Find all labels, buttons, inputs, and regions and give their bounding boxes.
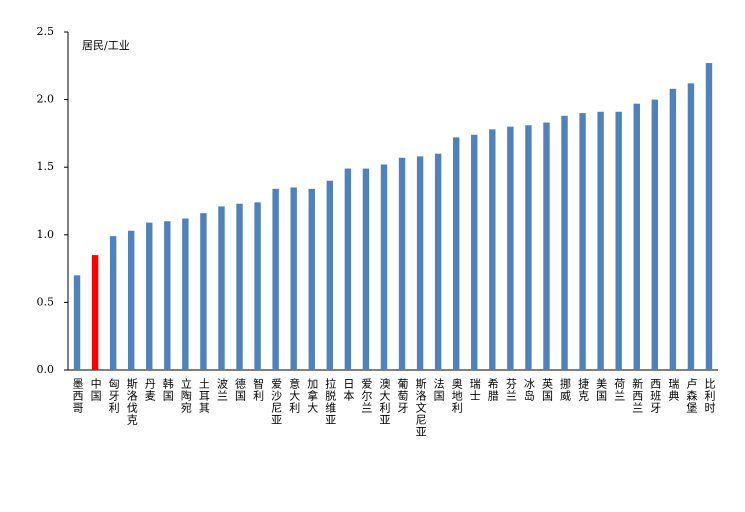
bar bbox=[91, 255, 99, 370]
x-tick-label: 冰岛 bbox=[522, 378, 535, 402]
bar bbox=[669, 88, 677, 370]
x-tick-label: 卢森堡 bbox=[685, 378, 698, 414]
x-tick-label: 丹麦 bbox=[143, 378, 156, 402]
x-tick-label: 斯洛伐克 bbox=[125, 378, 138, 426]
y-tick-label: 0.5 bbox=[37, 295, 55, 308]
bar bbox=[579, 113, 586, 371]
bar bbox=[236, 203, 243, 370]
x-tick-label: 希腊 bbox=[486, 377, 499, 402]
bar bbox=[507, 126, 514, 370]
bar bbox=[398, 157, 406, 370]
bar bbox=[326, 180, 334, 370]
x-tick-label: 墨西哥 bbox=[71, 378, 84, 414]
x-tick-label: 立陶宛 bbox=[179, 377, 192, 414]
bar bbox=[525, 125, 532, 371]
x-tick-label: 西班牙 bbox=[649, 378, 662, 414]
x-tick-label: 爱沙尼亚 bbox=[270, 378, 283, 426]
x-tick-label: 奥地利 bbox=[450, 377, 463, 414]
bar bbox=[561, 115, 568, 370]
bar bbox=[489, 129, 496, 370]
y-tick-label: 0.0 bbox=[37, 363, 55, 376]
x-tick-label: 挪威 bbox=[559, 377, 572, 402]
x-tick-label: 韩国 bbox=[161, 377, 174, 402]
x-tick-label: 加拿大 bbox=[306, 378, 319, 414]
x-tick-label: 意大利 bbox=[288, 377, 301, 414]
bar bbox=[416, 156, 424, 370]
x-tick-label: 爱尔兰 bbox=[360, 378, 373, 414]
y-tick-label: 1.0 bbox=[37, 228, 55, 241]
y-tick-label: 2.0 bbox=[37, 93, 55, 106]
x-tick-label: 匈牙利 bbox=[107, 377, 120, 414]
bar bbox=[344, 168, 352, 370]
bar bbox=[615, 111, 622, 370]
x-tick-label: 中国 bbox=[89, 378, 102, 402]
bar bbox=[182, 218, 189, 370]
x-tick-label: 德国 bbox=[234, 377, 247, 402]
x-tick-label: 瑞士 bbox=[468, 377, 481, 402]
bar bbox=[380, 164, 388, 370]
bar bbox=[146, 222, 153, 370]
x-tick-label: 新西兰 bbox=[631, 377, 644, 414]
x-tick-label: 日本 bbox=[342, 378, 355, 402]
bar bbox=[254, 202, 261, 370]
x-tick-label: 智利 bbox=[252, 377, 265, 402]
bar bbox=[452, 137, 460, 370]
x-tick-label: 法国 bbox=[432, 377, 445, 402]
x-tick-label: 波兰 bbox=[215, 378, 228, 402]
x-tick-label: 斯洛文尼亚 bbox=[414, 378, 427, 438]
x-tick-label: 澳大利亚 bbox=[378, 378, 391, 426]
bar bbox=[597, 111, 604, 370]
bar bbox=[290, 187, 297, 370]
bar bbox=[633, 103, 640, 370]
bar bbox=[218, 206, 225, 370]
y-tick-label: 2.5 bbox=[37, 25, 55, 38]
bar bbox=[705, 63, 713, 370]
x-tick-label: 美国 bbox=[595, 378, 608, 402]
x-tick-label: 捷克 bbox=[577, 377, 590, 402]
x-tick-label: 英国 bbox=[540, 377, 553, 402]
x-tick-label: 葡萄牙 bbox=[396, 378, 409, 414]
bar bbox=[73, 275, 81, 370]
bar bbox=[109, 236, 117, 370]
x-tick-label: 土耳其 bbox=[197, 378, 210, 414]
x-tick-label: 芬兰 bbox=[504, 378, 517, 402]
bar bbox=[164, 221, 171, 370]
x-tick-label: 比利时 bbox=[703, 378, 716, 414]
bar bbox=[471, 134, 478, 370]
bar bbox=[127, 230, 135, 370]
x-tick-label: 拉脱维亚 bbox=[324, 377, 337, 426]
annotation: 居民/工业 bbox=[82, 39, 130, 52]
x-tick-label: 荷兰 bbox=[613, 378, 626, 402]
y-tick-label: 1.5 bbox=[37, 160, 55, 173]
bar bbox=[651, 99, 659, 370]
bar bbox=[543, 122, 550, 370]
bar bbox=[687, 83, 695, 370]
x-tick-label: 瑞典 bbox=[667, 377, 680, 402]
bar bbox=[200, 213, 207, 370]
bar bbox=[272, 188, 279, 370]
bar bbox=[362, 168, 370, 370]
bar bbox=[308, 188, 315, 370]
bar bbox=[434, 153, 442, 370]
